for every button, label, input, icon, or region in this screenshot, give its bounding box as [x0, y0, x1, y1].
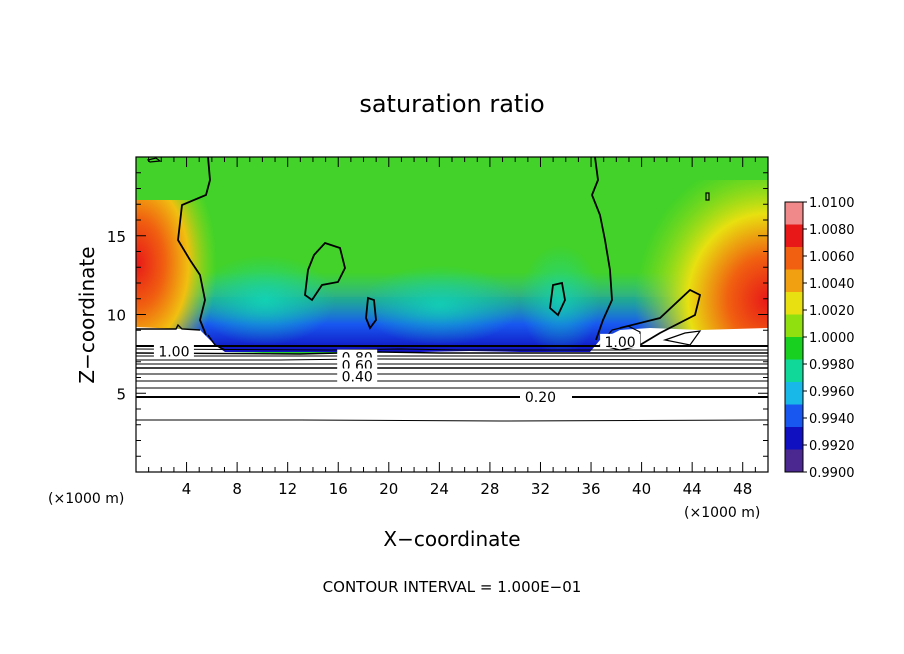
y-tick-label: 10 [107, 307, 126, 325]
colorbar-swatch [785, 427, 803, 450]
x-tick-label: 16 [329, 480, 348, 498]
colorbar-label: 0.9940 [809, 412, 855, 427]
x-tick-label: 4 [182, 480, 192, 498]
colorbar-swatch [785, 202, 803, 225]
y-unit-label: (×1000 m) [48, 491, 124, 507]
colorbar-swatch [785, 359, 803, 383]
colorbar-label: 0.9980 [809, 358, 855, 373]
x-tick-label: 20 [379, 480, 398, 498]
cyan-region-right [520, 245, 600, 355]
contour-label-bg [337, 357, 378, 372]
x-tick-label: 24 [430, 480, 449, 498]
y-tick-label: 5 [116, 385, 126, 403]
y-axis-label: Z−coordinate [75, 246, 99, 383]
colorbar-label: 0.9920 [809, 439, 855, 454]
x-tick-label: 8 [232, 480, 242, 498]
contour-label-group: 1.000.800.600.400.201.00 [153, 333, 641, 406]
supersaturation-right [620, 180, 768, 340]
colorbar-swatch [785, 314, 803, 338]
colorbar-label: 1.0020 [809, 304, 855, 319]
y-tick-label: 15 [107, 228, 126, 246]
supersaturation-left [136, 200, 226, 340]
y-axis: 5 10 15 [107, 172, 768, 457]
x-unit-label: (×1000 m) [684, 505, 760, 521]
contour-label-bg [153, 343, 194, 358]
cyan-region-left [195, 255, 335, 345]
contour-label: 1.00 [158, 344, 189, 360]
colorbar-swatch [785, 247, 803, 270]
x-tick-label: 44 [683, 480, 702, 498]
x-tick-label: 12 [278, 480, 297, 498]
colorbar-label: 0.9960 [809, 385, 855, 400]
x-tick-label: 48 [733, 480, 752, 498]
x-tick-label: 28 [480, 480, 499, 498]
chart-title: saturation ratio [359, 90, 544, 118]
colorbar-label: 0.9900 [809, 466, 855, 481]
colorbar-label: 1.0100 [809, 196, 855, 211]
colorbar-swatch [785, 382, 803, 405]
contour-lines [136, 157, 768, 422]
colorbar-swatch [785, 224, 803, 248]
x-tick-label: 32 [531, 480, 550, 498]
contour-label: 1.00 [605, 335, 636, 351]
cyan-region-center [360, 265, 520, 345]
x-axis: 4 8 12 16 20 24 28 32 36 40 44 48 [148, 157, 756, 498]
x-tick-label: 36 [581, 480, 600, 498]
unsaturated-lower-region [136, 327, 768, 472]
colorbar-swatch [785, 337, 803, 360]
colorbar-swatch [785, 449, 803, 473]
contour-label: 0.20 [525, 390, 556, 406]
colorbar-swatch [785, 292, 803, 315]
colorbar-swatch [785, 269, 803, 293]
x-tick-label: 40 [632, 480, 651, 498]
contour-label: 0.40 [342, 370, 373, 386]
colorbar-label: 1.0000 [809, 331, 855, 346]
colorbar: 1.0100 1.0080 1.0060 1.0040 1.0020 1.0000 0.99… [784, 196, 855, 481]
contour-label-bg [520, 388, 561, 403]
colorbar-label: 1.0040 [809, 277, 855, 292]
contour-label-bg [600, 333, 641, 348]
contour-interval-note: CONTOUR INTERVAL = 1.000E−01 [323, 578, 582, 596]
colorbar-swatch [785, 404, 803, 428]
colorbar-label: 1.0060 [809, 250, 855, 265]
contour-label-bg [337, 368, 378, 383]
plot-area: 1.000.800.600.400.201.00 [136, 157, 768, 472]
colorbar-label: 1.0080 [809, 223, 855, 238]
x-axis-label: X−coordinate [383, 527, 520, 551]
